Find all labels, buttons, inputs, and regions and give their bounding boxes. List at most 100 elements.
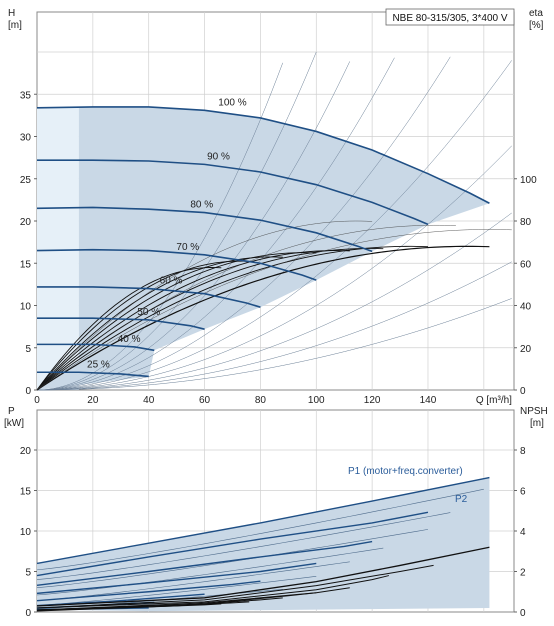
p-axis-label: P	[8, 406, 15, 417]
efficiency-curve	[36, 260, 250, 391]
p-tick-label: 10	[20, 527, 32, 538]
speed-curve	[36, 206, 373, 253]
y2-tick-label: 100	[520, 175, 537, 186]
x-tick-label: 140	[420, 395, 437, 406]
efficiency-curve-thin	[36, 220, 373, 391]
p1-curve	[36, 580, 261, 602]
y2-tick-label: 0	[520, 386, 526, 397]
y2-tick-label: 80	[520, 217, 532, 228]
efficiency-curve	[36, 245, 490, 391]
npsh-tick-label: 2	[520, 568, 526, 579]
speed-curve-label: 80 %	[190, 200, 213, 211]
p1-curve	[36, 540, 373, 586]
speed-curve	[37, 286, 261, 308]
npsh-curve	[36, 587, 350, 611]
speed-curve	[37, 343, 155, 352]
npsh-tick-label: 0	[520, 608, 526, 619]
system-curves	[36, 51, 512, 391]
efficiency-curve-thin	[36, 229, 512, 391]
system-curve	[36, 51, 317, 391]
x-tick-label: 40	[143, 395, 155, 406]
chart-title: NBE 80-315/305, 3*400 V	[392, 13, 507, 24]
p1-annotation: P1 (motor+freq.converter)	[348, 466, 463, 477]
npsh-curve	[36, 546, 490, 607]
system-curve	[36, 60, 512, 391]
system-curve	[36, 57, 395, 391]
speed-curve-label: 60 %	[160, 276, 183, 287]
p2-curve	[36, 547, 384, 596]
y-tick-label: 25	[20, 175, 32, 186]
low-flow-region	[37, 106, 79, 391]
efficiency-curve	[36, 252, 317, 391]
efficiency-curves	[36, 220, 512, 391]
p1-curve	[36, 593, 205, 607]
p1-curve	[36, 511, 429, 577]
y-tick-label: 10	[20, 302, 32, 313]
npsh-curve	[36, 564, 434, 609]
speed-curve-label: 70 %	[176, 242, 199, 253]
p2-curve	[36, 529, 429, 588]
speed-curve	[37, 371, 149, 378]
p1-curve	[36, 476, 490, 565]
npsh-axis-label: NPSH	[520, 406, 548, 417]
speed-curve	[36, 106, 490, 204]
npsh-curve	[36, 592, 317, 611]
y-tick-label: 30	[20, 133, 32, 144]
speed-curve-label: 25 %	[87, 359, 110, 370]
system-curve	[36, 298, 512, 391]
x-tick-label: 120	[364, 395, 381, 406]
speed-curve	[36, 248, 317, 281]
npsh-axis-unit: [m]	[530, 418, 544, 429]
y-tick-label: 15	[20, 259, 32, 270]
speed-curve	[37, 159, 429, 226]
npsh-tick-label: 4	[520, 527, 526, 538]
system-curve	[36, 145, 512, 391]
p-axis-unit: [kW]	[4, 418, 24, 429]
speed-curves: 100 % 90 % 80 % 70 % 60 % 50 % 40 % 25 %	[36, 97, 490, 378]
npsh-tick-label: 8	[520, 446, 526, 457]
x-tick-label: 20	[87, 395, 99, 406]
y2-tick-label: 40	[520, 302, 532, 313]
operating-area	[37, 106, 490, 391]
y2-axis-label: eta	[529, 8, 543, 19]
npsh-curve	[36, 601, 250, 611]
p-tick-label: 5	[25, 568, 31, 579]
top-axes: 0 20 40 60 80 100 120 140 Q [m³/h] 0 5 10 15 20 25 30 35…	[8, 8, 544, 406]
speed-curve	[37, 317, 205, 330]
y-tick-label: 35	[20, 90, 32, 101]
p-tick-label: 0	[25, 608, 31, 619]
system-curve	[36, 261, 512, 391]
efficiency-curve	[36, 267, 222, 391]
y-tick-label: 0	[25, 386, 31, 397]
y2-axis-unit: [%]	[529, 20, 544, 31]
efficiency-curve-thin	[36, 225, 456, 391]
y2-tick-label: 20	[520, 344, 532, 355]
x-tick-label: 80	[255, 395, 267, 406]
speed-curve-label: 40 %	[118, 334, 141, 345]
y-tick-label: 5	[25, 344, 31, 355]
system-curve	[36, 212, 512, 391]
speed-curve-label: 100 %	[218, 97, 246, 108]
p-tick-label: 15	[20, 487, 32, 498]
speed-curve-label: 90 %	[207, 151, 230, 162]
bottom-axes: 0 5 10 15 20 0 2 4 6 8 P[kW] NPSH[m]	[4, 406, 548, 619]
x-tick-label: 100	[308, 395, 325, 406]
p2-curve	[36, 576, 317, 606]
y-axis-unit: [m]	[8, 20, 22, 31]
title-box	[385, 8, 515, 26]
p2-annotation: P2	[455, 494, 468, 505]
efficiency-curve	[36, 256, 283, 391]
x-tick-label: 60	[199, 395, 211, 406]
y2-tick-label: 60	[520, 259, 532, 270]
speed-curve-label: 50 %	[137, 307, 160, 318]
p1-curve	[36, 562, 317, 595]
npsh-curve	[36, 603, 222, 612]
y-tick-label: 20	[20, 217, 32, 228]
p2-curve	[36, 488, 484, 571]
y-axis-label: H	[8, 8, 15, 19]
npsh-curve	[36, 575, 390, 609]
system-curve	[36, 61, 351, 391]
system-curve	[36, 62, 283, 391]
x-axis-label: Q [m³/h]	[476, 395, 512, 406]
